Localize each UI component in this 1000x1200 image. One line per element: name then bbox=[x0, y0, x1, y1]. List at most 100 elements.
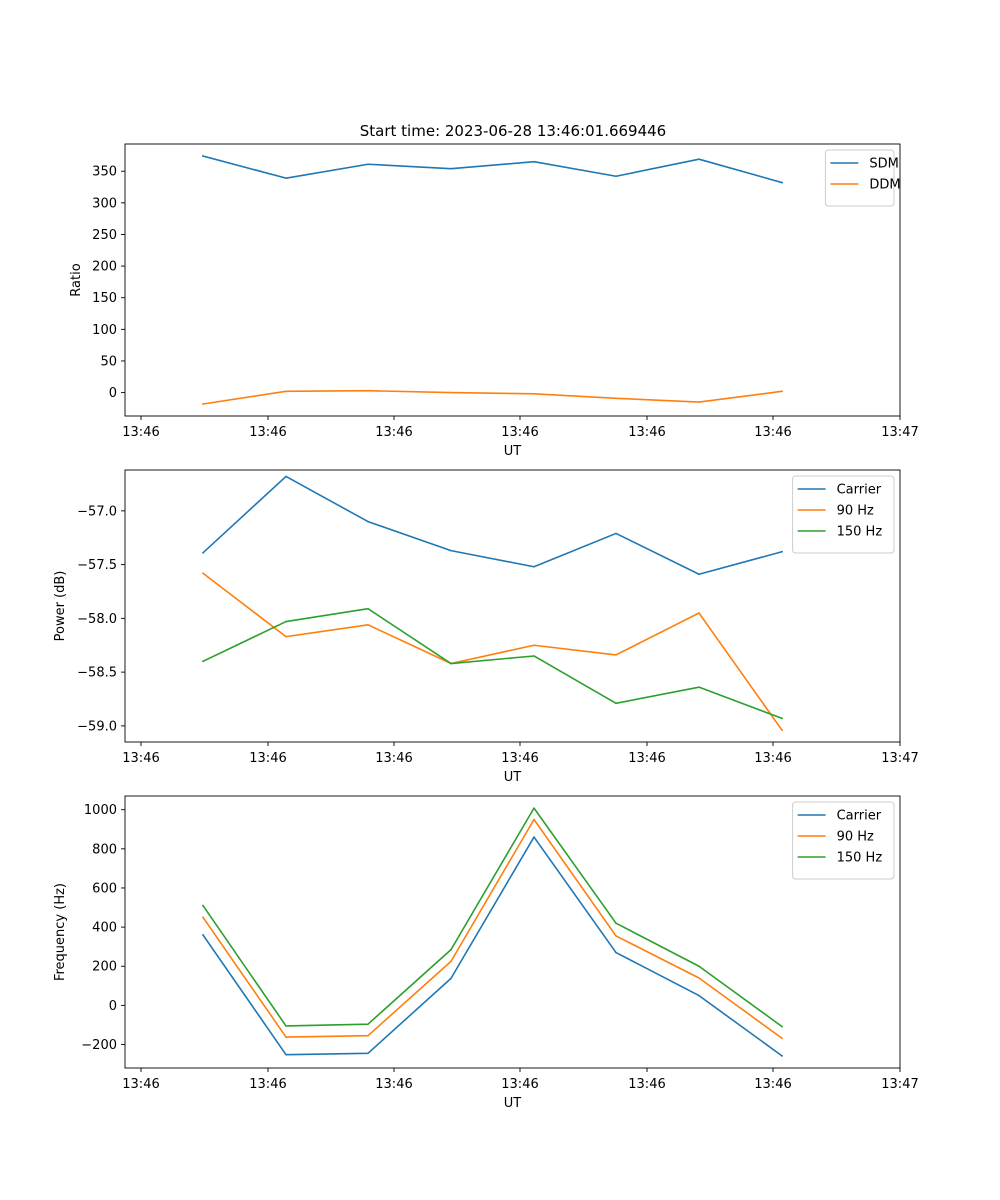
series-line-150-hz bbox=[201, 607, 784, 720]
data-point bbox=[367, 1034, 369, 1037]
legend-box bbox=[792, 475, 895, 554]
data-point bbox=[202, 403, 204, 405]
data-point bbox=[533, 836, 535, 838]
y-tick-label: 400 bbox=[92, 921, 117, 936]
x-axis-label: UT bbox=[504, 770, 522, 785]
subplots: 13:46 13:46 13:46 13:46 13:46 13:46 13:47 0 50 10… bbox=[53, 143, 919, 1111]
y-tick-label: 350 bbox=[92, 165, 117, 180]
x-tick-label: 13:46 bbox=[754, 751, 791, 766]
x-tick-label: 13:46 bbox=[754, 425, 791, 440]
data-point bbox=[285, 177, 287, 179]
data-point bbox=[533, 160, 535, 163]
data-point bbox=[698, 965, 700, 968]
legend-label: 150 Hz bbox=[837, 525, 883, 540]
x-tick-label: 13:46 bbox=[249, 425, 286, 440]
data-point bbox=[450, 167, 452, 170]
data-point bbox=[615, 702, 617, 705]
data-point bbox=[615, 175, 617, 178]
data-point bbox=[533, 818, 535, 821]
x-tick-label: 13:46 bbox=[122, 751, 159, 766]
subplot-1: 13:46 13:46 13:46 13:46 13:46 13:46 13:47 0 50 10… bbox=[69, 143, 919, 459]
data-point bbox=[450, 662, 452, 665]
y-axis-label: Ratio bbox=[69, 263, 84, 296]
data-point bbox=[615, 922, 617, 924]
legend: Carrier 90 Hz 150 Hz bbox=[792, 475, 895, 554]
x-tick-label: 13:47 bbox=[881, 425, 918, 440]
data-point bbox=[202, 572, 204, 575]
y-axis-label: Power (dB) bbox=[53, 571, 68, 642]
x-tick-label: 13:46 bbox=[501, 751, 538, 766]
data-point bbox=[367, 163, 369, 166]
series-line-sdm bbox=[202, 155, 783, 184]
y-tick-label: −200 bbox=[81, 1038, 117, 1053]
data-point bbox=[615, 654, 617, 656]
data-point bbox=[533, 565, 535, 568]
data-point bbox=[781, 717, 783, 720]
axes-frame bbox=[124, 469, 901, 743]
y-tick-label: −57.5 bbox=[77, 558, 117, 573]
data-point bbox=[615, 532, 617, 535]
y-tick-label: 0 bbox=[109, 386, 117, 401]
data-point bbox=[450, 977, 452, 980]
legend-label: 90 Hz bbox=[837, 830, 874, 845]
y-tick-label: 150 bbox=[92, 291, 117, 306]
legend-label: SDM bbox=[869, 157, 898, 172]
series-line-carrier bbox=[201, 475, 783, 576]
data-point bbox=[450, 549, 452, 552]
data-point bbox=[285, 475, 287, 478]
data-point bbox=[367, 624, 369, 626]
axes-frame bbox=[124, 143, 901, 417]
legend-label: Carrier bbox=[837, 809, 882, 824]
x-axis-label: UT bbox=[504, 1096, 522, 1111]
y-tick-label: 250 bbox=[92, 228, 117, 243]
data-point bbox=[781, 729, 783, 731]
y-axis-label: Frequency (Hz) bbox=[53, 883, 68, 981]
legend-label: 90 Hz bbox=[837, 504, 874, 519]
x-tick-label: 13:46 bbox=[375, 425, 412, 440]
data-point bbox=[533, 807, 535, 809]
data-point bbox=[781, 1055, 783, 1057]
y-tick-label: 300 bbox=[92, 196, 117, 211]
x-tick-label: 13:47 bbox=[881, 751, 918, 766]
data-point bbox=[698, 612, 700, 614]
y-tick-label: 100 bbox=[92, 323, 117, 338]
data-point bbox=[285, 620, 287, 623]
data-point bbox=[781, 1037, 783, 1040]
data-point bbox=[533, 655, 535, 657]
y-tick-label: 200 bbox=[92, 960, 117, 975]
x-tick-label: 13:46 bbox=[249, 1077, 286, 1092]
data-point bbox=[202, 904, 204, 907]
data-point bbox=[202, 551, 204, 554]
data-point bbox=[285, 390, 287, 393]
data-point bbox=[367, 1052, 369, 1055]
series-line-carrier bbox=[201, 836, 784, 1057]
axes-frame bbox=[124, 795, 901, 1069]
series-line-ddm bbox=[202, 389, 783, 405]
series-line-90-hz bbox=[201, 818, 784, 1040]
data-point bbox=[615, 935, 617, 937]
x-tick-label: 13:46 bbox=[375, 1077, 412, 1092]
y-tick-label: 0 bbox=[109, 999, 117, 1014]
legend: SDM DDM bbox=[824, 149, 901, 207]
y-tick-label: −57.0 bbox=[77, 504, 117, 519]
legend-label: 150 Hz bbox=[837, 851, 883, 866]
series-line-150-hz bbox=[201, 807, 784, 1028]
x-tick-label: 13:46 bbox=[754, 1077, 791, 1092]
y-tick-label: −59.0 bbox=[77, 719, 117, 734]
data-point bbox=[698, 686, 700, 688]
data-point bbox=[367, 607, 369, 610]
y-tick-label: 50 bbox=[100, 354, 117, 369]
data-point bbox=[781, 390, 783, 393]
legend-label: Carrier bbox=[837, 483, 882, 498]
data-point bbox=[285, 1053, 287, 1056]
legend: Carrier 90 Hz 150 Hz bbox=[792, 801, 895, 880]
data-point bbox=[698, 158, 700, 160]
x-tick-label: 13:46 bbox=[122, 425, 159, 440]
series-line-90-hz bbox=[201, 572, 784, 732]
data-point bbox=[698, 573, 700, 576]
legend-label: DDM bbox=[869, 178, 900, 193]
x-tick-label: 13:46 bbox=[501, 425, 538, 440]
subplot-3: 13:46 13:46 13:46 13:46 13:46 13:46 13:47 −200 0… bbox=[53, 795, 919, 1111]
figure-title: Start time: 2023-06-28 13:46:01.669446 bbox=[360, 122, 666, 140]
